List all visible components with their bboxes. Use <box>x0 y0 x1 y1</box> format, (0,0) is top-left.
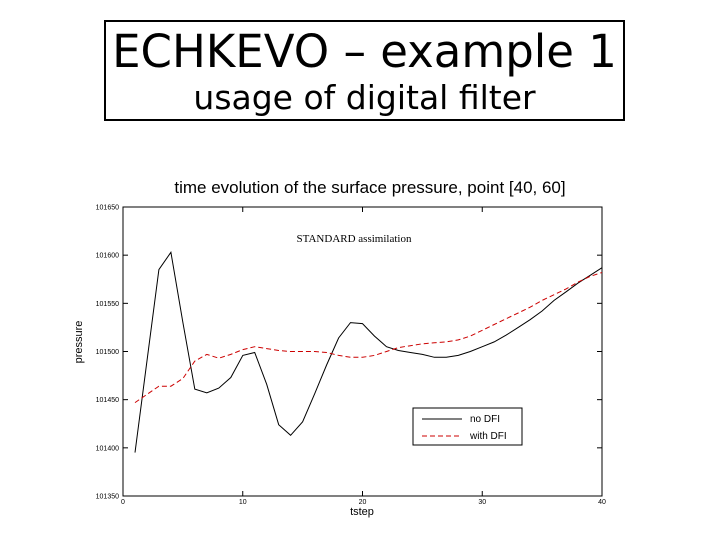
slide-subtitle: usage of digital filter <box>193 78 536 117</box>
legend-box <box>412 407 523 446</box>
y-axis-label: pressure <box>73 321 85 364</box>
legend-label-no-dfi: no DFI <box>470 414 500 425</box>
slide-title-box: ECHKEVO – example 1 usage of digital fil… <box>104 20 625 121</box>
x-axis-label: tstep <box>350 506 374 518</box>
x-tick-label: 40 <box>598 499 606 506</box>
y-tick-label: 101600 <box>96 253 119 260</box>
series-line-no-dfi <box>134 251 603 453</box>
x-tick-label: 30 <box>478 499 486 506</box>
axis-ticks: 0 10 20 30 40 101350 101400 101450 101500 101550 1… <box>96 205 606 507</box>
x-tick-label: 20 <box>359 499 367 506</box>
x-tick-label: 10 <box>239 499 247 506</box>
legend-label-with-dfi: with DFI <box>469 431 507 442</box>
y-tick-label: 101500 <box>96 349 119 356</box>
chart-annotation: STANDARD assimilation <box>297 233 412 245</box>
slide-title: ECHKEVO – example 1 <box>112 25 617 78</box>
x-tick-label: 0 <box>121 499 125 506</box>
chart-title: time evolution of the surface pressure, … <box>174 178 565 197</box>
y-tick-label: 101450 <box>96 397 119 404</box>
y-tick-label: 101400 <box>96 445 119 452</box>
y-tick-label: 101650 <box>96 205 119 212</box>
plot-frame <box>122 206 603 497</box>
legend: no DFI with DFI <box>412 407 523 446</box>
series-line-with-dfi <box>134 272 603 404</box>
y-tick-label: 101350 <box>96 494 119 501</box>
y-tick-label: 101550 <box>96 301 119 308</box>
series-layer <box>134 251 603 453</box>
